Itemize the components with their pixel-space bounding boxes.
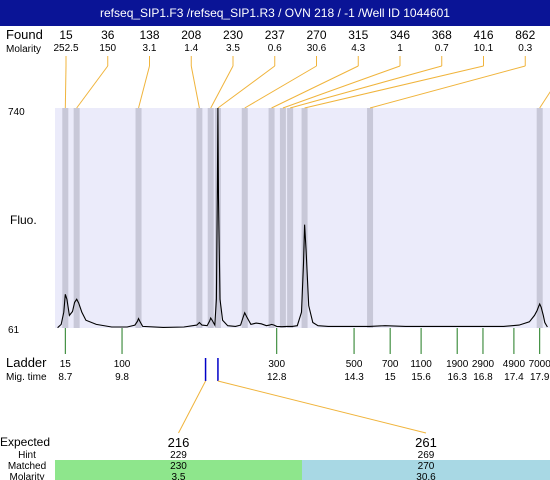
peak-band (536, 108, 543, 328)
peak-band (196, 108, 203, 328)
peak-band (207, 108, 214, 328)
found-peak-link (282, 65, 401, 109)
found-peak-link (271, 65, 359, 109)
peak-band (73, 108, 80, 328)
peak-band (301, 108, 308, 328)
found-peak-size: 315 (348, 28, 368, 42)
found-peak-link (76, 65, 109, 109)
fluo-axis-label: Fluo. (10, 213, 37, 227)
found-peak-link (210, 65, 234, 109)
peak-band (62, 108, 69, 328)
found-peak-size: 862 (515, 28, 535, 42)
molarity-label: Molarity (6, 44, 41, 55)
found-peak-size: 416 (473, 28, 493, 42)
ladder-size: 7000 (529, 359, 550, 370)
found-peak-molarity: 0.6 (268, 43, 282, 54)
ladder-size: 1900 (446, 359, 469, 370)
ladder-size: 2900 (472, 359, 495, 370)
hint-size: 229 (170, 450, 187, 461)
matched-size: 230 (170, 461, 187, 472)
peak-band (241, 108, 248, 328)
mig-time-label: Mig. time (6, 372, 47, 383)
hint-size: 269 (418, 450, 435, 461)
fluorescence-trace (57, 107, 548, 329)
found-peak-link (138, 65, 150, 109)
peak-band (268, 108, 275, 328)
found-peak-molarity: 0.7 (435, 43, 449, 54)
found-peak-link (539, 91, 550, 109)
ladder-time: 15 (385, 372, 397, 383)
ladder-label: Ladder (6, 355, 47, 370)
molarity-bottom-label: Molarity (9, 472, 44, 480)
peak-band (287, 108, 294, 328)
expected-size: 216 (168, 435, 190, 450)
ladder-size: 500 (346, 359, 363, 370)
found-peak-molarity: 0.3 (518, 43, 532, 54)
matched-label: Matched (8, 461, 46, 472)
ladder-size: 700 (382, 359, 399, 370)
ladder-time: 17.4 (504, 372, 524, 383)
found-peak-molarity: 4.3 (351, 43, 365, 54)
found-label: Found (6, 27, 43, 42)
ladder-time: 16.8 (473, 372, 493, 383)
found-peak-molarity: 150 (99, 43, 116, 54)
ladder-time: 12.8 (267, 372, 287, 383)
chart-marks: 15252.5361501383.12081.42303.52370.62703… (53, 28, 550, 480)
found-peak-link (244, 65, 317, 109)
expected-link (178, 380, 207, 434)
found-peak-molarity: 3.5 (226, 43, 240, 54)
found-peak-size: 230 (223, 28, 243, 42)
found-peak-molarity: 3.1 (143, 43, 157, 54)
peak-band (214, 108, 221, 328)
found-peak-size: 15 (59, 28, 73, 42)
found-peak-molarity: 1 (397, 43, 403, 54)
matched-molarity: 3.5 (172, 472, 186, 480)
hint-label: Hint (18, 450, 36, 461)
found-peak-size: 138 (139, 28, 159, 42)
found-peak-link (369, 65, 526, 109)
found-peak-molarity: 30.6 (307, 43, 327, 54)
ladder-size: 300 (268, 359, 285, 370)
ladder-size: 4900 (503, 359, 526, 370)
ladder-time: 17.9 (530, 372, 550, 383)
chart-title: refseq_SIP1.F3 /refseq_SIP1.R3 / OVN 218… (100, 6, 450, 20)
found-peak-link (217, 65, 276, 109)
ladder-time: 15.6 (411, 372, 431, 383)
found-peak-size: 346 (390, 28, 410, 42)
ladder-time: 9.8 (115, 372, 129, 383)
found-peak-size: 270 (306, 28, 326, 42)
ladder-time: 14.3 (344, 372, 364, 383)
ladder-time: 16.3 (447, 372, 467, 383)
found-peak-link (64, 65, 67, 109)
expected-link (217, 380, 427, 434)
expected-size: 261 (415, 435, 437, 450)
matched-fill (302, 460, 550, 480)
peak-band (367, 108, 374, 328)
found-peak-molarity: 10.1 (474, 43, 494, 54)
y-min-label: 61 (8, 325, 20, 336)
matched-fill (55, 460, 302, 480)
matched-molarity: 30.6 (416, 472, 436, 480)
y-max-label: 740 (8, 107, 25, 118)
ladder-time: 8.7 (58, 372, 72, 383)
matched-size: 270 (418, 461, 435, 472)
found-peak-size: 208 (181, 28, 201, 42)
ladder-size: 1100 (410, 359, 432, 370)
found-peak-size: 368 (432, 28, 452, 42)
found-peak-molarity: 1.4 (184, 43, 198, 54)
expected-label: Expected (0, 435, 50, 449)
found-peak-link (304, 65, 484, 109)
found-peak-size: 237 (265, 28, 285, 42)
found-peak-size: 36 (101, 28, 115, 42)
chart-title-bar: refseq_SIP1.F3 /refseq_SIP1.R3 / OVN 218… (0, 0, 550, 26)
found-peak-link (289, 65, 442, 109)
found-peak-link (190, 65, 200, 109)
peak-band (135, 108, 142, 328)
ladder-size: 15 (60, 359, 72, 370)
ladder-size: 100 (114, 359, 131, 370)
found-peak-molarity: 252.5 (53, 43, 78, 54)
peak-band (279, 108, 286, 328)
